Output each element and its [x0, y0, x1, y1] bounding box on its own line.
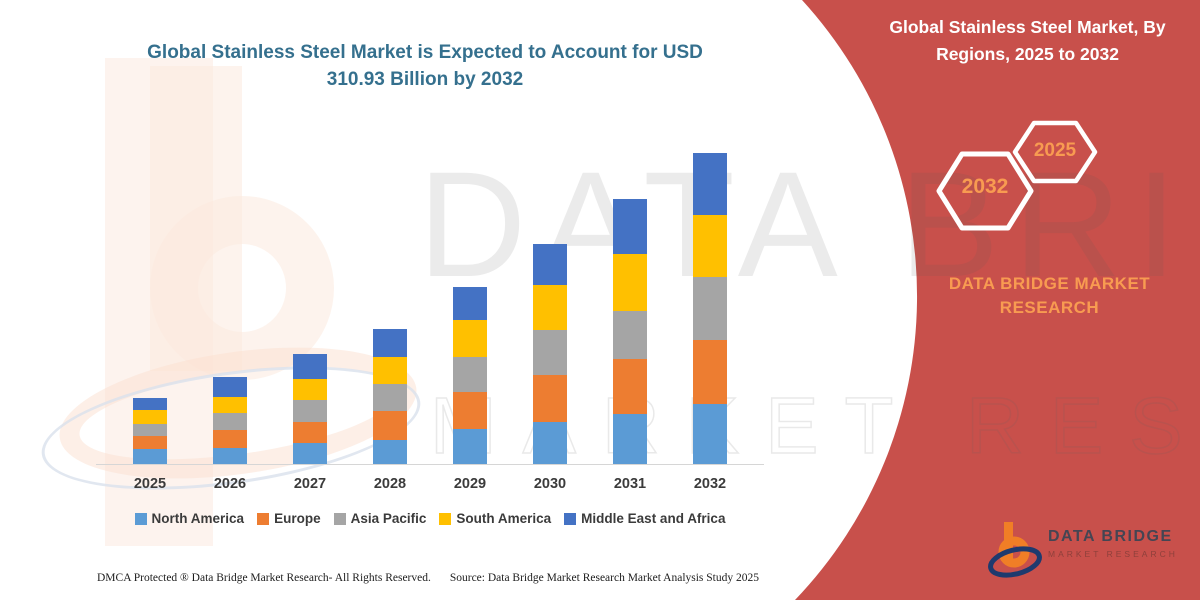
- hexagon-2025-label: 2025: [1033, 140, 1077, 161]
- legend-item-north-america: North America: [134, 511, 245, 526]
- bar-2025: [133, 398, 167, 464]
- x-tick-2032: 2032: [693, 476, 727, 492]
- x-tick-2029: 2029: [453, 476, 487, 492]
- footer-copyright: DMCA Protected ® Data Bridge Market Rese…: [97, 572, 431, 584]
- logo-name: DATA BRIDGE: [1048, 528, 1173, 545]
- bar-2028: [373, 329, 407, 464]
- chart-title: Global Stainless Steel Market is Expecte…: [147, 42, 703, 90]
- legend-swatch-icon: [257, 512, 270, 525]
- segment-2030-north-america: [533, 422, 567, 464]
- segment-2027-asia-pacific: [293, 400, 327, 422]
- segment-2027-middle-east-and-africa: [293, 354, 327, 379]
- segment-2031-north-america: [613, 414, 647, 464]
- segment-2032-middle-east-and-africa: [693, 153, 727, 215]
- segment-2029-europe: [453, 392, 487, 429]
- x-tick-2030: 2030: [533, 476, 567, 492]
- footer-source: Source: Data Bridge Market Research Mark…: [449, 572, 759, 584]
- x-tick-2026: 2026: [213, 476, 247, 492]
- legend-label: North America: [151, 511, 245, 526]
- side-panel-brand-name: DATA BRIDGE MARKET RESEARCH: [948, 274, 1151, 317]
- x-tick-2025: 2025: [133, 476, 167, 492]
- legend-label: Europe: [274, 511, 321, 526]
- footer: DMCA Protected ® Data Bridge Market Rese…: [97, 572, 759, 584]
- segment-2026-middle-east-and-africa: [213, 377, 247, 397]
- hexagon-2032-label: 2032: [961, 175, 1009, 198]
- segment-2026-europe: [213, 430, 247, 448]
- legend-label: Middle East and Africa: [581, 511, 726, 526]
- segment-2032-north-america: [693, 403, 727, 464]
- bar-2030: [533, 244, 567, 464]
- chart-legend: North America Europe Asia Pacific South Ame…: [95, 511, 765, 526]
- segment-2028-middle-east-and-africa: [373, 329, 407, 357]
- segment-2030-asia-pacific: [533, 330, 567, 375]
- logo-tagline: MARKET RESEARCH: [1048, 549, 1178, 559]
- segment-2030-middle-east-and-africa: [533, 244, 567, 285]
- x-tick-2028: 2028: [373, 476, 407, 492]
- segment-2027-europe: [293, 422, 327, 443]
- segment-2031-europe: [613, 359, 647, 414]
- bar-2027: [293, 354, 327, 464]
- segment-2027-north-america: [293, 443, 327, 464]
- segment-2032-south-america: [693, 214, 727, 277]
- segment-2025-asia-pacific: [133, 424, 167, 436]
- segment-2028-europe: [373, 411, 407, 440]
- segment-2029-middle-east-and-africa: [453, 287, 487, 320]
- segment-2030-south-america: [533, 285, 567, 330]
- segment-2026-north-america: [213, 448, 247, 464]
- segment-2027-south-america: [293, 379, 327, 400]
- legend-swatch-icon: [439, 512, 452, 525]
- segment-2026-asia-pacific: [213, 413, 247, 430]
- hexagon-2025-icon: [1012, 120, 1098, 184]
- legend-label: South America: [456, 511, 552, 526]
- segment-2032-europe: [693, 339, 727, 404]
- segment-2025-europe: [133, 436, 167, 449]
- segment-2030-europe: [533, 375, 567, 422]
- bar-2031: [613, 199, 647, 464]
- data-bridge-b-icon: [988, 522, 1042, 578]
- x-tick-2027: 2027: [293, 476, 327, 492]
- legend-label: Asia Pacific: [350, 511, 427, 526]
- bar-2029: [453, 287, 487, 464]
- segment-2032-asia-pacific: [693, 276, 727, 340]
- segment-2025-north-america: [133, 449, 167, 464]
- segment-2028-asia-pacific: [373, 384, 407, 411]
- legend-item-middle-east-and-africa: Middle East and Africa: [564, 511, 725, 526]
- data-bridge-logo: DATA BRIDGE MARKET RESEARCH: [988, 520, 1178, 582]
- red-side-panel: [795, 0, 1200, 600]
- legend-item-europe: Europe: [257, 511, 321, 526]
- legend-swatch-icon: [333, 512, 346, 525]
- segment-2031-south-america: [613, 254, 647, 311]
- segment-2031-asia-pacific: [613, 311, 647, 359]
- x-axis-line: [96, 464, 764, 465]
- bar-2026: [213, 377, 247, 464]
- segment-2029-south-america: [453, 320, 487, 357]
- legend-item-south-america: South America: [439, 511, 551, 526]
- legend-swatch-icon: [134, 512, 147, 525]
- hexagon-2032-icon: [936, 151, 1034, 231]
- segment-2028-north-america: [373, 440, 407, 464]
- segment-2028-south-america: [373, 357, 407, 384]
- legend-swatch-icon: [564, 512, 577, 525]
- bar-2032: [693, 153, 727, 464]
- x-tick-2031: 2031: [613, 476, 647, 492]
- side-panel-heading: Global Stainless Steel Market, By Region…: [889, 17, 1166, 65]
- segment-2025-middle-east-and-africa: [133, 398, 167, 410]
- legend-item-asia-pacific: Asia Pacific: [333, 511, 427, 526]
- segment-2025-south-america: [133, 410, 167, 424]
- segment-2029-north-america: [453, 429, 487, 464]
- segment-2029-asia-pacific: [453, 357, 487, 392]
- segment-2026-south-america: [213, 397, 247, 413]
- segment-2031-middle-east-and-africa: [613, 199, 647, 254]
